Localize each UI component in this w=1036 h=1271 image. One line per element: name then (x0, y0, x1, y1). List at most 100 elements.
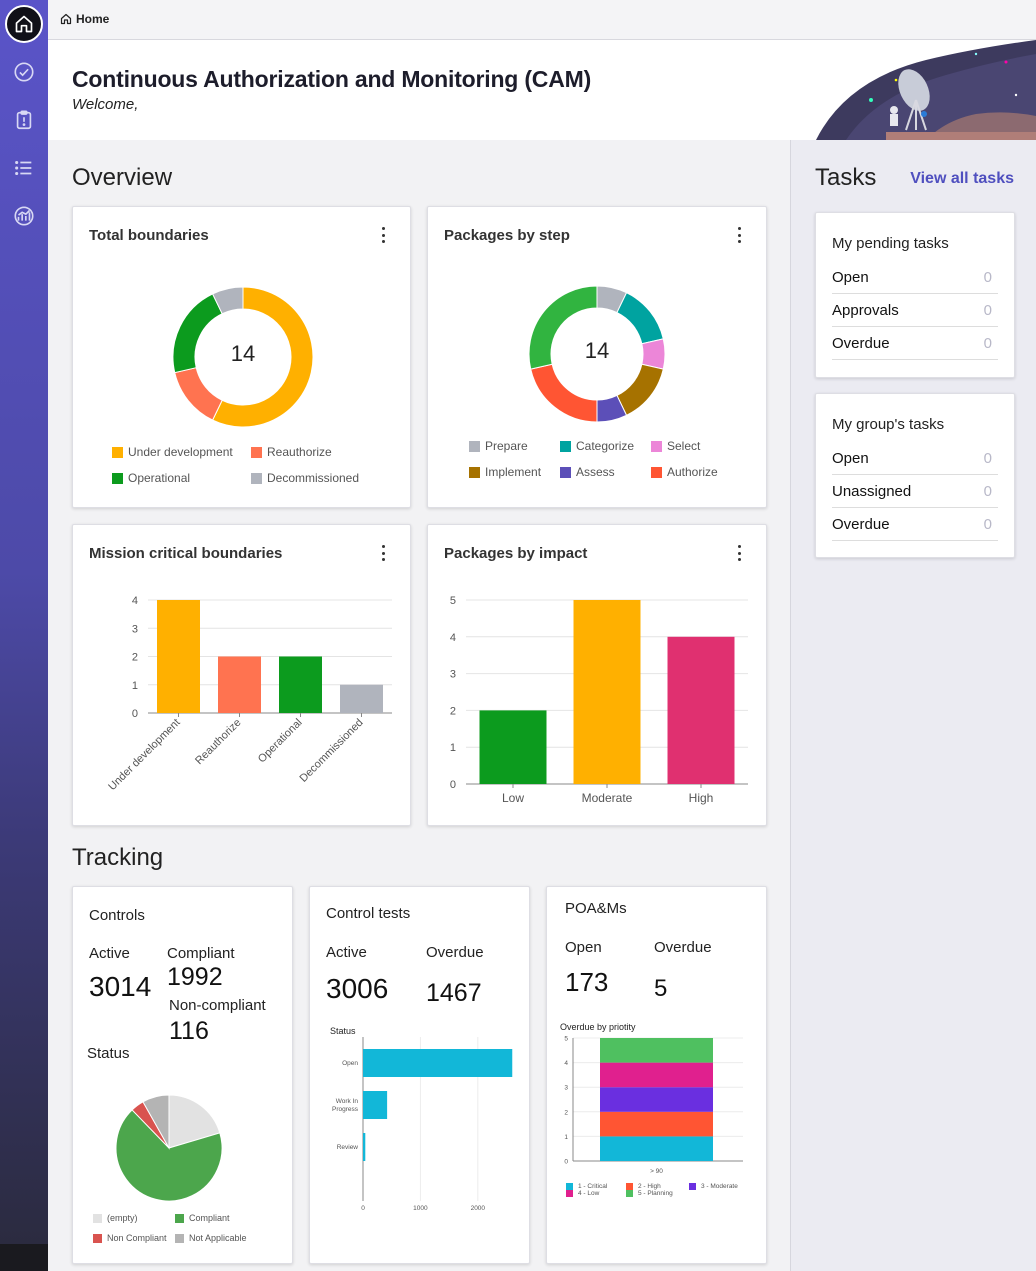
legend-item[interactable]: Implement (469, 465, 560, 479)
legend-item[interactable]: Reauthorize (251, 445, 391, 459)
legend-item[interactable]: 3 - Moderate (689, 1183, 749, 1190)
nav-list-button[interactable] (12, 156, 36, 180)
legend-item[interactable]: Compliant (175, 1213, 265, 1223)
control-tests-chart-title: Status (330, 1026, 356, 1036)
home-small-icon (60, 13, 72, 25)
row-count: 0 (983, 515, 992, 533)
legend-swatch (93, 1213, 102, 1223)
legend-item[interactable]: Not Applicable (175, 1233, 265, 1243)
legend-label: 3 - Moderate (701, 1183, 738, 1190)
slice-not-applicable (142, 1094, 170, 1150)
legend-item[interactable]: Categorize (560, 439, 651, 453)
group-overdue-row[interactable]: Overdue 0 (832, 508, 998, 541)
legend-item[interactable]: Assess (560, 465, 651, 479)
poams-title: POA&Ms (565, 900, 627, 917)
clipboard-icon (16, 110, 32, 130)
legend-item[interactable]: 1 - Critical (566, 1183, 626, 1190)
y-tick-label: Work In (336, 1098, 359, 1105)
controls-active-label: Active (89, 945, 130, 962)
x-tick-label: Operational (256, 717, 305, 766)
poams-chart-title: Overdue by priotity (560, 1022, 636, 1032)
list-icon (15, 160, 32, 176)
y-tick-label: Progress (332, 1106, 359, 1113)
tasks-panel: Tasks View all tasks My pending tasks Op… (790, 140, 1036, 1271)
legend-label: Non Compliant (107, 1233, 167, 1243)
pending-tasks-card: My pending tasks Open 0 Approvals 0 Over… (815, 212, 1015, 378)
legend-label: Categorize (576, 439, 635, 453)
poams-priority-chart: 0 1 2 3 4 5 > 90 (564, 1036, 743, 1175)
legend-item[interactable]: Select (651, 439, 731, 453)
mission-critical-card: Mission critical boundaries 0 1 2 3 4 Under d… (72, 524, 411, 826)
row-label: Unassigned (832, 482, 912, 500)
controls-noncompliant-value: 116 (169, 1017, 209, 1045)
row-label: Overdue (832, 334, 890, 352)
group-tasks-title: My group's tasks (832, 416, 945, 433)
legend-swatch (566, 1183, 573, 1190)
legend-item[interactable]: Decommissioned (251, 471, 391, 485)
total-boundaries-legend: Under development Reauthorize Operational D… (112, 445, 391, 485)
legend-swatch (560, 466, 571, 478)
home-icon (15, 15, 33, 33)
nav-analytics-button[interactable] (12, 204, 36, 228)
slice--empty- (168, 1094, 221, 1149)
legend-label: Decommissioned (267, 471, 360, 485)
home-nav-button[interactable] (5, 5, 43, 43)
legend-item[interactable]: Authorize (651, 465, 731, 479)
legend-item[interactable]: 4 - Low (566, 1190, 626, 1197)
breadcrumb-home-link[interactable]: Home (76, 12, 110, 26)
legend-item[interactable]: 5 - Planning (626, 1190, 689, 1197)
y-tick-label: 2 (564, 1109, 568, 1116)
row-label: Overdue (832, 515, 890, 533)
legend-swatch (651, 440, 662, 452)
y-tick-label: 2 (132, 652, 138, 664)
y-tick-label: 5 (450, 595, 456, 607)
controls-card[interactable]: Controls Active 3014 Compliant 1992 Non-… (72, 886, 293, 1264)
more-options-icon[interactable] (378, 545, 388, 561)
nav-tasks-button[interactable] (12, 60, 36, 84)
bar (340, 684, 383, 713)
legend-item[interactable]: Under development (112, 445, 251, 459)
packages-by-impact-card: Packages by impact 0 1 2 3 4 5 Low Moderate High (427, 524, 767, 826)
nav-clipboard-button[interactable] (12, 108, 36, 132)
poams-card[interactable]: POA&Ms Open 173 Overdue 5 Overdue by pri… (546, 886, 767, 1264)
legend-label: Implement (485, 465, 542, 479)
view-all-tasks-link[interactable]: View all tasks (910, 170, 1014, 187)
more-options-icon[interactable] (378, 227, 388, 243)
y-tick-label: 0 (132, 708, 138, 720)
x-tick-label: Moderate (582, 791, 633, 805)
control-tests-title: Control tests (326, 905, 411, 922)
legend-swatch (112, 446, 123, 458)
slice-categorize (616, 292, 664, 345)
card-title: Mission critical boundaries (89, 545, 283, 562)
legend-item[interactable]: Non Compliant (93, 1233, 175, 1243)
control-tests-card[interactable]: Control tests Active 3006 Overdue 1467 S… (309, 886, 530, 1264)
legend-item[interactable]: (empty) (93, 1213, 175, 1223)
group-unassigned-row[interactable]: Unassigned 0 (832, 475, 998, 508)
y-tick-label: 1 (564, 1134, 568, 1141)
x-tick-label: Reauthorize (193, 717, 243, 767)
legend-label: Assess (576, 465, 615, 479)
legend-item[interactable]: Prepare (469, 439, 560, 453)
bar (363, 1049, 513, 1077)
y-tick-label: 4 (564, 1060, 568, 1067)
legend-item[interactable]: 2 - High (626, 1183, 689, 1190)
row-count: 0 (983, 449, 992, 467)
poams-overdue-value: 5 (654, 975, 668, 1002)
slice-decommissioned (211, 286, 244, 315)
pending-approvals-row[interactable]: Approvals 0 (832, 294, 998, 327)
tasks-heading: Tasks (815, 164, 877, 191)
x-tick-label: > 90 (650, 1168, 663, 1175)
pending-open-row[interactable]: Open 0 (832, 261, 998, 294)
slice-compliant (115, 1109, 223, 1202)
row-count: 0 (983, 268, 992, 286)
more-options-icon[interactable] (734, 545, 744, 561)
group-open-row[interactable]: Open 0 (832, 442, 998, 475)
pending-overdue-row[interactable]: Overdue 0 (832, 327, 998, 360)
legend-swatch (689, 1183, 696, 1190)
legend-item[interactable]: Operational (112, 471, 251, 485)
more-options-icon[interactable] (734, 227, 744, 243)
legend-label: Select (667, 439, 701, 453)
control-tests-active-label: Active (326, 944, 367, 961)
overview-heading: Overview (72, 164, 173, 191)
x-tick-label: Under development (106, 717, 182, 793)
